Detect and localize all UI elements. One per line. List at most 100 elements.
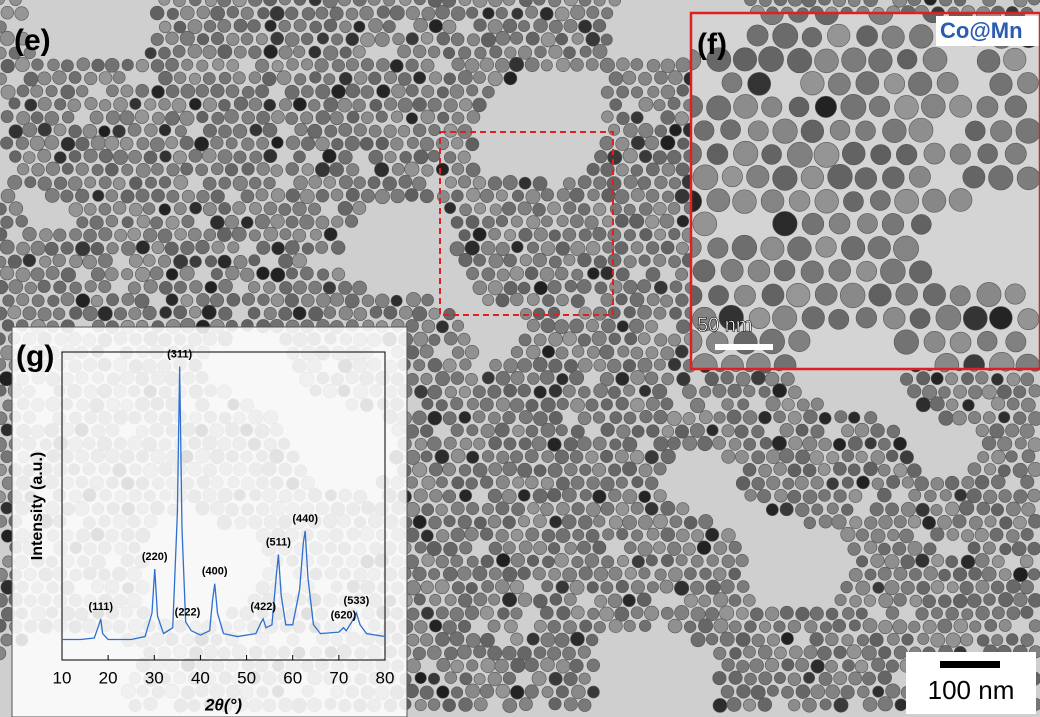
particle bbox=[405, 58, 419, 72]
particle bbox=[556, 293, 569, 307]
particle bbox=[593, 0, 606, 7]
particle bbox=[594, 594, 608, 608]
particle bbox=[1003, 47, 1027, 72]
particle bbox=[442, 566, 458, 582]
zoom-region bbox=[439, 131, 614, 316]
particle bbox=[128, 253, 143, 268]
particle bbox=[429, 619, 443, 633]
particle bbox=[706, 188, 731, 213]
particle bbox=[878, 593, 894, 609]
particle bbox=[172, 44, 186, 58]
particle bbox=[630, 346, 644, 360]
particle bbox=[256, 110, 271, 125]
particle bbox=[113, 307, 128, 321]
particle bbox=[383, 97, 398, 111]
particle bbox=[750, 607, 764, 621]
particle bbox=[37, 307, 52, 322]
particle bbox=[487, 671, 502, 687]
particle bbox=[344, 293, 360, 309]
particle bbox=[427, 97, 442, 112]
particle bbox=[489, 203, 502, 216]
particle bbox=[322, 0, 338, 9]
particle bbox=[0, 255, 7, 268]
particle bbox=[855, 120, 876, 142]
particle bbox=[880, 258, 906, 285]
particle bbox=[764, 371, 780, 387]
particle bbox=[976, 634, 990, 647]
particle bbox=[1027, 437, 1040, 453]
particle bbox=[218, 124, 232, 139]
particle bbox=[502, 541, 516, 555]
particle bbox=[795, 423, 809, 437]
particle bbox=[609, 280, 623, 294]
particle bbox=[301, 242, 315, 255]
particle bbox=[915, 397, 931, 413]
particle bbox=[472, 462, 488, 478]
particle bbox=[503, 358, 519, 373]
particle bbox=[594, 150, 608, 164]
particle bbox=[531, 436, 547, 451]
particle bbox=[761, 144, 782, 165]
particle bbox=[930, 580, 945, 594]
particle bbox=[894, 188, 920, 214]
particle bbox=[924, 489, 937, 503]
particle bbox=[810, 659, 825, 674]
particle bbox=[969, 620, 982, 633]
particle bbox=[549, 593, 563, 606]
particle bbox=[541, 450, 554, 463]
particle bbox=[121, 163, 134, 176]
particle bbox=[877, 487, 892, 503]
particle bbox=[826, 502, 839, 515]
particle bbox=[104, 135, 120, 151]
particle bbox=[495, 683, 511, 699]
particle bbox=[867, 236, 891, 260]
particle bbox=[406, 633, 420, 647]
particle bbox=[202, 176, 217, 191]
particle bbox=[181, 189, 195, 203]
particle bbox=[84, 71, 98, 86]
particle bbox=[675, 344, 689, 359]
particle bbox=[901, 633, 914, 646]
particle bbox=[301, 85, 314, 98]
particle bbox=[828, 259, 851, 282]
particle bbox=[945, 632, 961, 648]
particle bbox=[0, 188, 16, 204]
particle bbox=[814, 189, 839, 214]
particle bbox=[721, 449, 736, 464]
particle bbox=[271, 60, 284, 73]
particle bbox=[989, 527, 1004, 542]
particle bbox=[539, 266, 555, 282]
particle bbox=[458, 229, 471, 242]
particle bbox=[532, 176, 548, 191]
particle bbox=[713, 592, 729, 608]
particle bbox=[68, 71, 82, 84]
particle bbox=[503, 281, 518, 296]
particle bbox=[69, 254, 83, 269]
particle bbox=[444, 176, 457, 189]
particle bbox=[922, 594, 936, 609]
particle bbox=[864, 411, 878, 425]
particle bbox=[600, 581, 614, 595]
particle bbox=[548, 697, 562, 711]
particle bbox=[780, 372, 795, 387]
particle bbox=[487, 19, 503, 35]
particle bbox=[226, 5, 239, 19]
particle bbox=[668, 177, 681, 190]
particle bbox=[189, 280, 203, 294]
particle bbox=[826, 477, 839, 490]
particle bbox=[577, 175, 592, 189]
particle bbox=[547, 201, 561, 216]
particle bbox=[726, 409, 742, 425]
particle bbox=[466, 450, 480, 464]
particle bbox=[45, 161, 61, 176]
particle bbox=[585, 450, 599, 464]
particle bbox=[501, 488, 517, 505]
particle bbox=[435, 606, 449, 620]
particle bbox=[53, 123, 67, 137]
particle bbox=[766, 633, 780, 647]
particle bbox=[630, 164, 643, 177]
particle bbox=[976, 282, 1002, 307]
particle bbox=[98, 227, 113, 242]
particle bbox=[578, 385, 591, 399]
particle bbox=[773, 462, 787, 476]
